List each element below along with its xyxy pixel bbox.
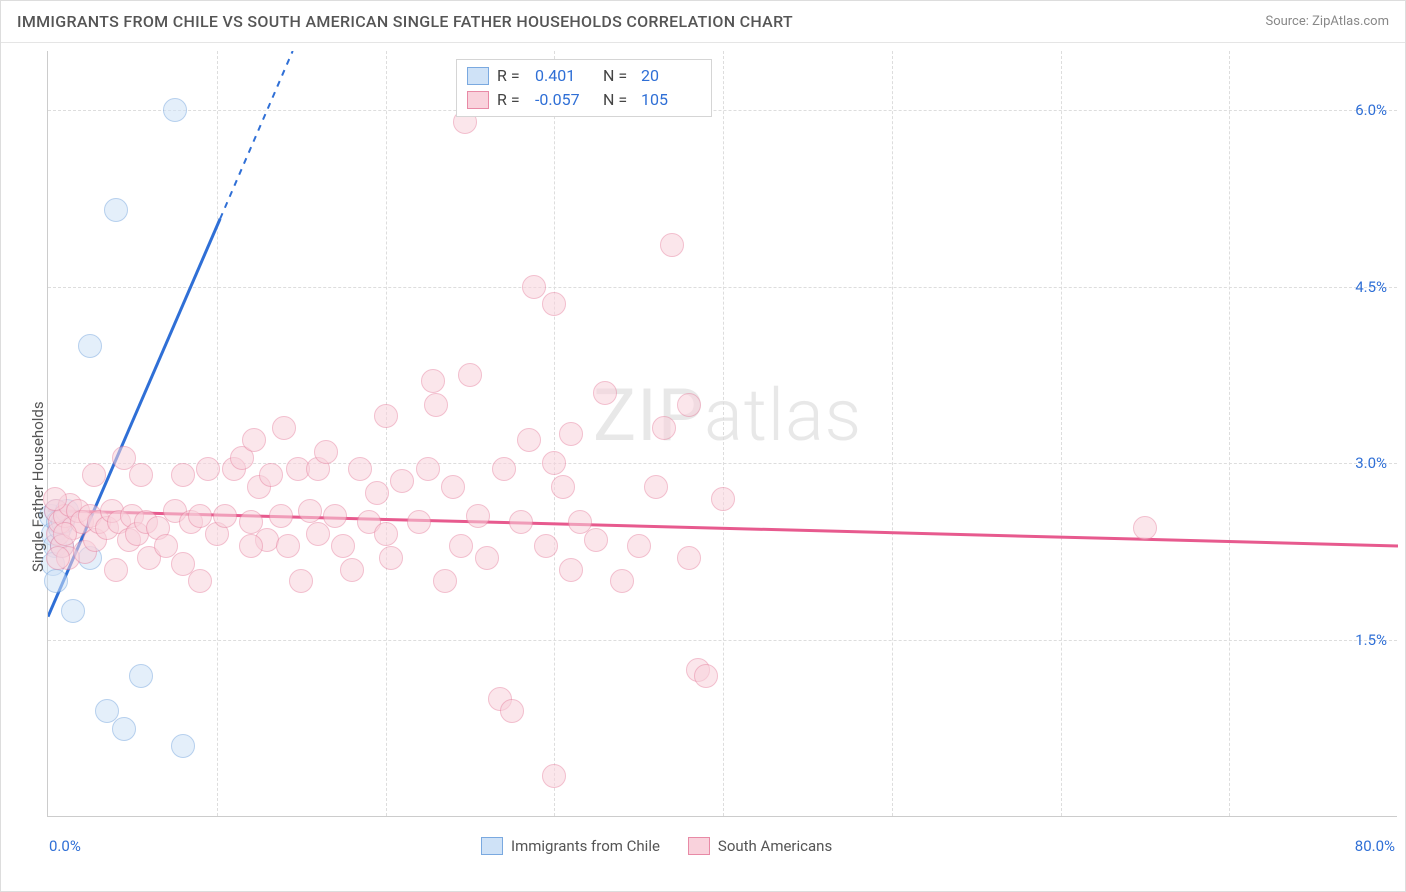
- plot-area: ZIPatlas 1.5%3.0%4.5%6.0%: [47, 51, 1397, 817]
- data-point: [46, 546, 70, 570]
- data-point: [421, 369, 445, 393]
- data-point: [340, 558, 364, 582]
- data-point: [163, 98, 187, 122]
- data-point: [522, 275, 546, 299]
- data-point: [298, 499, 322, 523]
- data-point: [677, 393, 701, 417]
- data-point: [610, 569, 634, 593]
- legend-swatch: [481, 837, 503, 855]
- data-point: [424, 393, 448, 417]
- data-point: [500, 699, 524, 723]
- legend-correlation-row: R = -0.057 N = 105: [467, 88, 701, 112]
- data-point: [269, 504, 293, 528]
- legend-r-value: -0.057: [535, 88, 595, 112]
- data-point: [272, 416, 296, 440]
- title-bar: IMMIGRANTS FROM CHILE VS SOUTH AMERICAN …: [1, 1, 1405, 43]
- data-point: [416, 457, 440, 481]
- x-axis-max-label: 80.0%: [1355, 837, 1395, 855]
- data-point: [374, 404, 398, 428]
- data-point: [458, 363, 482, 387]
- data-point: [129, 463, 153, 487]
- data-point: [584, 528, 608, 552]
- data-point: [492, 457, 516, 481]
- data-point: [82, 463, 106, 487]
- data-point: [1133, 516, 1157, 540]
- legend-series: Immigrants from Chile South Americans: [481, 837, 832, 855]
- legend-series-item: South Americans: [688, 837, 832, 855]
- data-point: [509, 510, 533, 534]
- data-point: [188, 569, 212, 593]
- legend-swatch: [688, 837, 710, 855]
- data-point: [365, 481, 389, 505]
- data-point: [441, 475, 465, 499]
- data-point: [289, 569, 313, 593]
- data-point: [559, 422, 583, 446]
- data-point: [711, 487, 735, 511]
- data-point: [694, 664, 718, 688]
- data-point: [542, 451, 566, 475]
- data-point: [542, 764, 566, 788]
- data-point: [196, 457, 220, 481]
- x-axis-min-label: 0.0%: [49, 837, 81, 855]
- legend-n-value: 20: [641, 64, 701, 88]
- legend-swatch: [467, 67, 489, 85]
- data-point: [331, 534, 355, 558]
- data-point: [323, 504, 347, 528]
- data-point: [644, 475, 668, 499]
- data-point: [239, 534, 263, 558]
- data-point: [374, 522, 398, 546]
- legend-correlation-row: R = 0.401 N = 20: [467, 64, 701, 88]
- data-point: [534, 534, 558, 558]
- data-point: [276, 534, 300, 558]
- data-point: [259, 463, 283, 487]
- source-label: Source: ZipAtlas.com: [1265, 14, 1389, 29]
- legend-r-value: 0.401: [535, 64, 595, 88]
- data-point: [517, 428, 541, 452]
- legend-correlation: R = 0.401 N = 20 R = -0.057 N = 105: [456, 59, 712, 117]
- data-point: [104, 198, 128, 222]
- data-point: [559, 558, 583, 582]
- data-point: [652, 416, 676, 440]
- legend-n-label: N =: [603, 64, 633, 88]
- data-point: [433, 569, 457, 593]
- chart-container: IMMIGRANTS FROM CHILE VS SOUTH AMERICAN …: [0, 0, 1406, 892]
- data-point: [78, 334, 102, 358]
- legend-series-item: Immigrants from Chile: [481, 837, 660, 855]
- data-point: [466, 504, 490, 528]
- data-point: [593, 381, 617, 405]
- data-point: [129, 664, 153, 688]
- data-point: [314, 440, 338, 464]
- data-point: [475, 546, 499, 570]
- data-point: [677, 546, 701, 570]
- data-point: [61, 599, 85, 623]
- data-point: [171, 463, 195, 487]
- data-point: [379, 546, 403, 570]
- legend-r-label: R =: [497, 64, 527, 88]
- data-point: [449, 534, 473, 558]
- data-point: [104, 558, 128, 582]
- data-point: [44, 569, 68, 593]
- legend-n-value: 105: [641, 88, 701, 112]
- data-point: [112, 717, 136, 741]
- data-point: [213, 504, 237, 528]
- data-point: [348, 457, 372, 481]
- data-point: [660, 233, 684, 257]
- legend-n-label: N =: [603, 88, 633, 112]
- data-point: [390, 469, 414, 493]
- data-point: [95, 699, 119, 723]
- data-point: [627, 534, 651, 558]
- data-point: [542, 292, 566, 316]
- y-axis-label: Single Father Households: [29, 401, 47, 572]
- legend-swatch: [467, 91, 489, 109]
- legend-r-label: R =: [497, 88, 527, 112]
- data-point: [407, 510, 431, 534]
- legend-series-name: Immigrants from Chile: [511, 837, 660, 855]
- chart-title: IMMIGRANTS FROM CHILE VS SOUTH AMERICAN …: [17, 12, 793, 31]
- data-point: [242, 428, 266, 452]
- data-point: [53, 522, 77, 546]
- data-point: [551, 475, 575, 499]
- legend-series-name: South Americans: [718, 837, 832, 855]
- data-point: [171, 734, 195, 758]
